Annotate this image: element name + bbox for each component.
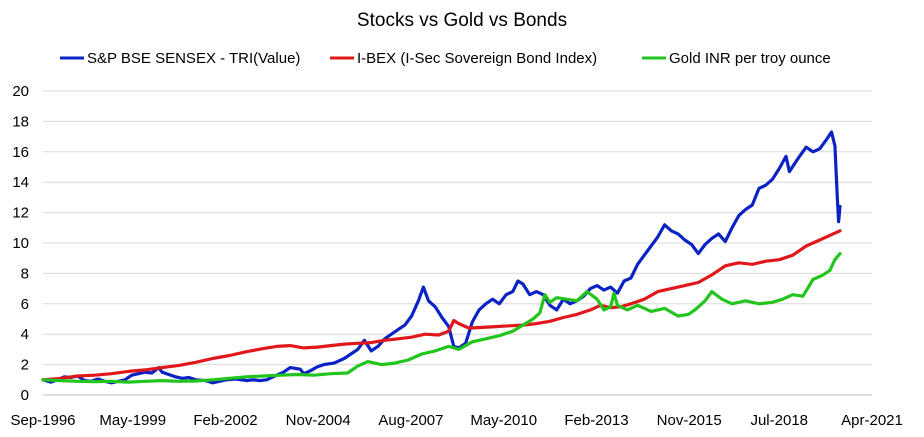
x-tick-label: Nov-2015 — [657, 412, 722, 429]
gridlines — [43, 90, 872, 396]
series-line-0 — [41, 130, 842, 385]
x-tick-label: May-2010 — [470, 412, 537, 429]
x-tick-label: Aug-2007 — [378, 412, 443, 429]
plot-series — [41, 130, 842, 385]
y-tick-label: 14 — [12, 174, 29, 191]
y-tick-label: 10 — [12, 235, 29, 252]
series-line-2 — [41, 252, 842, 384]
chart-title: Stocks vs Gold vs Bonds — [357, 10, 567, 31]
x-tick-label: May-1999 — [99, 412, 166, 429]
legend-label-gold: Gold INR per troy ounce — [669, 50, 831, 67]
y-tick-label: 12 — [12, 205, 29, 222]
y-tick-label: 18 — [12, 113, 29, 130]
y-tick-label: 4 — [21, 326, 29, 343]
legend-label-ibex: I-BEX (I-Sec Sovereign Bond Index) — [357, 50, 597, 67]
y-tick-label: 2 — [21, 357, 29, 374]
x-tick-label: Sep-1996 — [10, 412, 75, 429]
y-axis-ticks: 0 2 4 6 8 10 12 14 16 18 20 — [12, 83, 29, 404]
y-tick-label: 6 — [21, 296, 29, 313]
x-tick-label: Nov-2004 — [286, 412, 351, 429]
y-tick-label: 8 — [21, 265, 29, 282]
legend: S&P BSE SENSEX - TRI(Value) I-BEX (I-Sec… — [60, 50, 831, 67]
legend-label-sensex: S&P BSE SENSEX - TRI(Value) — [87, 50, 300, 67]
x-tick-label: Apr-2021 — [841, 412, 903, 429]
x-tick-label: Jul-2018 — [750, 412, 808, 429]
y-tick-label: 16 — [12, 144, 29, 161]
x-tick-label: Feb-2013 — [564, 412, 628, 429]
series-line-1 — [41, 229, 842, 382]
y-tick-label: 0 — [21, 387, 29, 404]
x-axis-ticks: Sep-1996 May-1999 Feb-2002 Nov-2004 Aug-2007… — [10, 412, 902, 429]
y-tick-label: 20 — [12, 83, 29, 100]
x-tick-label: Feb-2002 — [193, 412, 257, 429]
